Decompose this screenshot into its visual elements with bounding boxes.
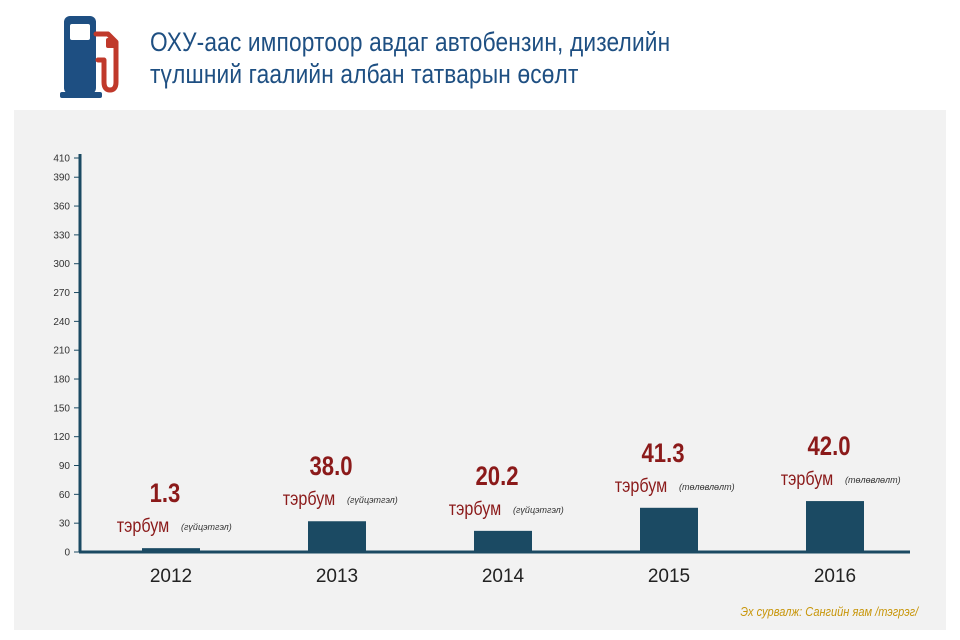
y-tick-label: 60 (59, 490, 71, 501)
unit-label: тэрбум (781, 468, 833, 490)
unit-label: тэрбум (117, 515, 169, 537)
x-tick-label: 2012 (150, 566, 192, 587)
x-tick-label: 2013 (316, 566, 358, 587)
y-tick-label: 120 (53, 432, 70, 443)
bar (640, 507, 698, 552)
unit-label: тэрбум (449, 498, 501, 520)
y-tick-label: 90 (59, 461, 71, 472)
y-tick-label: 270 (53, 288, 70, 299)
bar (142, 548, 200, 552)
note-label: (гүйцэтгэл) (347, 495, 398, 505)
fuel-pump-icon (60, 16, 119, 98)
y-tick-label: 410 (53, 154, 70, 165)
bar (308, 521, 366, 552)
y-tick-label: 0 (64, 548, 70, 559)
data-label: 1.3 (150, 479, 181, 509)
y-tick-label: 180 (53, 375, 70, 386)
y-tick-label: 210 (53, 346, 70, 357)
source-note: Эх сурвалж: Сангийн яам /тэгрэг/ (740, 604, 918, 619)
unit-label: тэрбум (615, 475, 667, 497)
unit-label: тэрбум (283, 488, 335, 510)
note-label: (гүйцэтгэл) (513, 505, 564, 515)
x-tick-label: 2014 (482, 566, 525, 587)
x-tick-label: 2016 (814, 566, 856, 587)
y-tick-label: 150 (53, 403, 70, 414)
data-label: 20.2 (475, 462, 518, 492)
note-label: (төлөвлөлт) (845, 475, 901, 485)
data-label: 38.0 (309, 452, 352, 482)
y-tick-label: 330 (53, 230, 70, 241)
note-label: (төлөвлөлт) (679, 482, 735, 492)
y-tick-label: 300 (53, 259, 70, 270)
y-tick-label: 360 (53, 202, 70, 213)
y-tick-label: 240 (53, 317, 70, 328)
data-label: 42.0 (807, 432, 850, 462)
y-tick-label: 390 (53, 173, 70, 184)
chart-title: ОХУ-аас импортоор авдаг автобензин, дизе… (150, 26, 755, 90)
y-tick-label: 30 (59, 519, 71, 530)
bar (806, 501, 864, 552)
chart-title-line-1: ОХУ-аас импортоор авдаг автобензин, дизе… (150, 27, 671, 57)
bar (474, 530, 532, 552)
note-label: (гүйцэтгэл) (181, 522, 232, 532)
data-label: 41.3 (641, 439, 684, 469)
x-tick-label: 2015 (648, 566, 690, 587)
chart-title-line-2: түлшний гаалийн албан татварын өсөлт (150, 59, 579, 89)
